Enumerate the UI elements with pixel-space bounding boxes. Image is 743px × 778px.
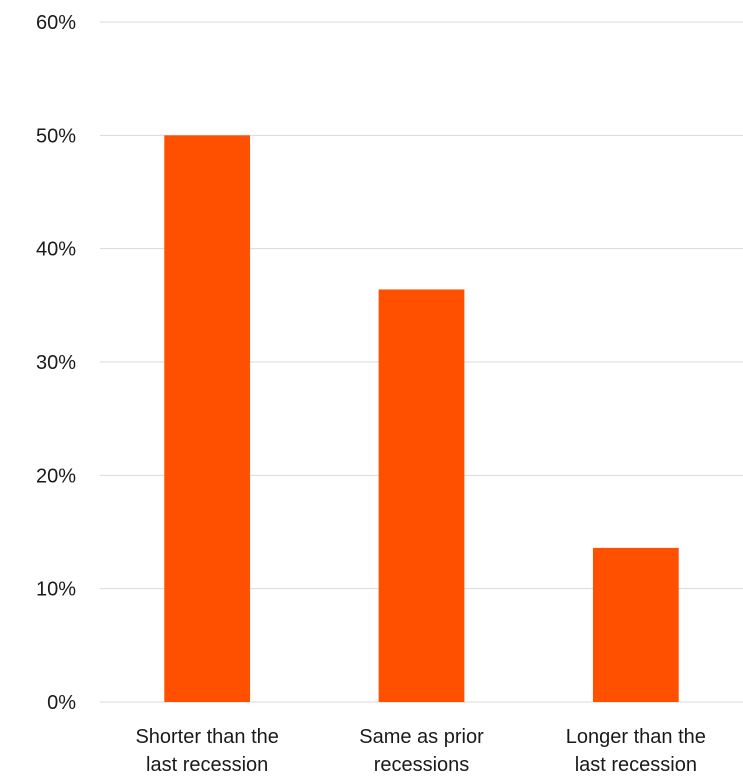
x-tick-label-line: last recession [575, 754, 697, 776]
x-tick-label-line: Same as prior [359, 726, 484, 748]
x-tick-label-line: last recession [146, 754, 268, 776]
x-axis-tick-labels: Shorter than the last recession Same as pr… [135, 726, 705, 776]
x-tick-label-line: Shorter than the [135, 726, 278, 748]
y-tick-label: 40% [36, 239, 76, 261]
bar [164, 135, 251, 703]
x-tick-label-line: recessions [374, 754, 470, 776]
x-tick-label: Longer than the last recession [566, 726, 706, 776]
bars [164, 135, 679, 703]
x-tick-label: Shorter than the last recession [135, 726, 278, 776]
x-tick-label: Same as prior recessions [359, 726, 484, 776]
y-tick-label: 0% [47, 692, 76, 714]
y-tick-label: 10% [36, 579, 76, 601]
y-tick-label: 50% [36, 125, 76, 147]
bar [592, 547, 679, 702]
x-tick-label-line: Longer than the [566, 726, 706, 748]
bar [378, 289, 465, 702]
y-axis-tick-labels: 0% 10% 20% 30% 40% 50% 60% [36, 12, 76, 714]
y-tick-label: 30% [36, 352, 76, 374]
y-tick-label: 20% [36, 465, 76, 487]
y-tick-label: 60% [36, 12, 76, 34]
